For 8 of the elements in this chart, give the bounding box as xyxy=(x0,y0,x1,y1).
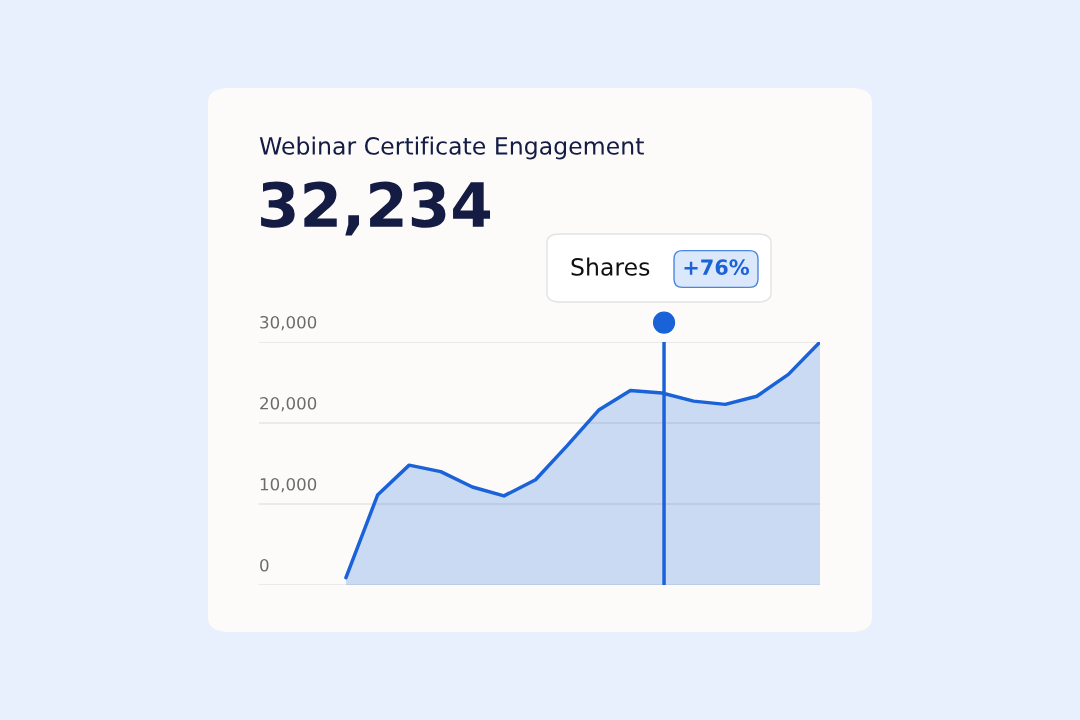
y-tick-label: 10,000 xyxy=(260,477,317,493)
y-tick-label: 20,000 xyxy=(260,396,317,412)
text: Shares xyxy=(571,257,650,276)
y-tick-label: 30,000 xyxy=(260,315,317,331)
chart-subtitle: 32,234 xyxy=(261,181,491,236)
text: +76% xyxy=(684,259,749,276)
chart-title: Webinar Certificate Engagement xyxy=(259,136,644,160)
y-tick-label: 0 xyxy=(260,558,269,572)
